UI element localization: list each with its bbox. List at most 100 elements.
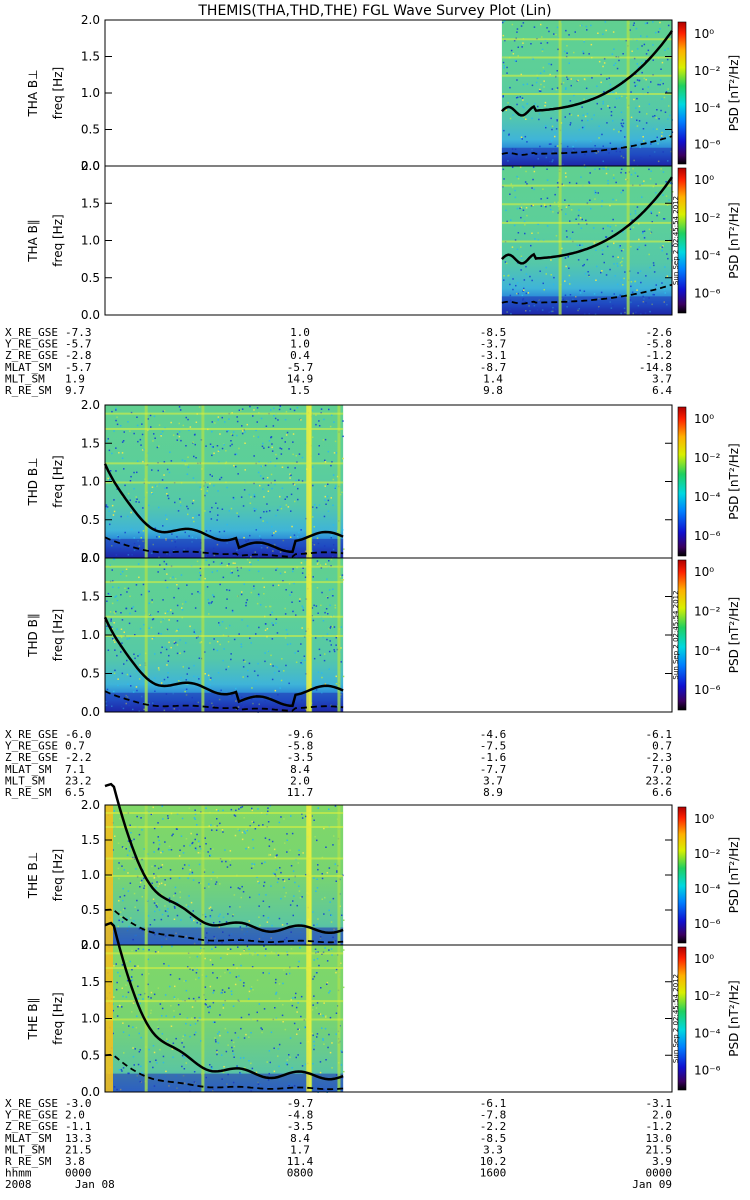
harmonic-line [105,615,344,618]
y-tick-label: 1.5 [81,833,100,847]
orbit-row-name: MLAT_SM [5,763,52,776]
orbit-value: 3.7 [652,372,672,385]
orbit-value: 13.0 [646,1132,673,1145]
half-gyrofrequency-line [104,908,344,944]
low-frequency-band [105,1073,344,1092]
colorbar-tick-label: 10⁻² [694,211,721,225]
y-axis-label: freq [Hz] [51,67,65,119]
colorbar-tick-label: 10⁻² [694,989,721,1003]
orbit-tables-group: X_RE_GSE -7.3 1.0 -8.5 -2.6 Y_RE_GSE -5.7 1.0 -3… [5,326,672,1191]
harmonic-line [105,875,344,877]
orbit-value: -3.5 [287,1120,314,1133]
orbit-value: -3.7 [480,338,507,351]
orbit-value: 7.0 [652,763,672,776]
harmonic-line [501,221,672,224]
y-tick-label: 0.5 [81,667,100,681]
y-tick-label: 2.0 [81,398,100,412]
harmonic-line [105,857,344,860]
colorbar-tick-label: 10⁰ [694,565,714,579]
harmonic-line [501,93,672,95]
x-axis-end-date: Jan 09 [632,1178,672,1191]
orbit-value: 6.5 [65,786,85,799]
figure-title: THEMIS(THA,THD,THE) FGL Wave Survey Plot… [197,3,551,19]
orbit-row-name: Y_RE_GSE [5,338,58,351]
harmonic-line [501,184,672,187]
colorbar-label: PSD [nT²/Hz] [727,202,741,278]
orbit-value: -7.5 [480,740,507,753]
spectrogram-panel: 2.0 1.5 1.0 0.5 0.0 THA B⊥ freq [Hz] 10⁰ 10⁻² 10⁻… [26,13,741,173]
orbit-row-name: Y_RE_GSE [5,1109,58,1122]
orbit-value: 3.9 [652,1155,672,1168]
orbit-value: -6.1 [480,1097,507,1110]
timestamp-stamp: Sun Sep 2 02:45:54 2012 [672,590,680,679]
orbit-value: 1600 [480,1167,507,1180]
half-gyrofrequency-line [501,283,673,305]
colorbar-tick-label: 10⁻² [694,604,721,618]
y-tick-label: 0.5 [81,903,100,917]
orbit-value: -1.2 [646,349,673,362]
y-tick-label: 2.0 [81,551,100,565]
y-tick-label: 0.5 [81,271,100,285]
colorbar-tick-label: 10⁰ [694,412,714,426]
colorbar-tick-label: 10⁻⁶ [694,683,721,697]
y-tick-label: 2.0 [81,13,100,27]
orbit-value: 6.4 [652,384,672,397]
harmonic-line [105,412,344,415]
orbit-value: 1.9 [65,372,85,385]
colorbar [677,559,687,711]
orbit-row-name: MLT_SM [5,774,45,787]
orbit-value: 2.0 [652,1109,672,1122]
orbit-value: -4.6 [480,728,507,741]
gyrofrequency-line [103,616,344,708]
harmonic-line [105,427,344,430]
orbit-value: -5.8 [646,338,673,351]
y-tick-label: 1.0 [81,1012,100,1026]
orbit-value: -1.2 [646,1120,673,1133]
y-tick-label: 0.0 [81,308,100,322]
x-axis-start-date: Jan 08 [75,1178,115,1191]
orbit-value: -9.6 [287,728,314,741]
orbit-value: -8.7 [480,361,507,374]
y-tick-label: 2.0 [81,938,100,952]
orbit-value: 9.8 [483,384,503,397]
low-frequency-band [501,296,672,315]
orbit-table: X_RE_GSE -6.0 -9.6 -4.6 -6.1Y_RE_GSE 0.7 -5.8-… [5,728,672,799]
orbit-value: -6.1 [646,728,673,741]
orbit-value: -1.1 [65,1120,92,1133]
harmonic-line [105,565,344,568]
orbit-value: 6.6 [652,786,672,799]
colorbar-label: PSD [nT²/Hz] [727,597,741,673]
orbit-value: 21.5 [646,1143,673,1156]
colorbar-label: PSD [nT²/Hz] [727,980,741,1056]
orbit-value: 3.8 [65,1155,85,1168]
orbit-row-name: Y_RE_GSE [5,740,58,753]
colorbar-label: PSD [nT²/Hz] [727,443,741,519]
harmonic-line [105,581,344,584]
orbit-value: -9.7 [287,1097,314,1110]
y-tick-label: 0.5 [81,513,100,527]
colorbar-tick-label: 10⁻⁴ [694,249,721,263]
orbit-value: -5.7 [65,338,92,351]
spectrogram-panel: 2.0 1.5 1.0 0.5 0.0 THE B⊥ freq [Hz] 10⁰ 10⁻² 10⁻… [26,782,741,952]
harmonic-line [501,56,672,59]
orbit-value: -3.1 [646,1097,673,1110]
y-tick-label: 0.0 [81,551,100,565]
orbit-value: 14.9 [287,372,314,385]
colorbar-tick-label: 10⁻⁶ [694,286,721,300]
orbit-value: 0.4 [290,349,310,362]
orbit-value: -5.7 [287,361,314,374]
orbit-value: 11.7 [287,786,314,799]
y-axis-label: freq [Hz] [51,455,65,507]
panel-label: THA B⊥ [26,69,40,117]
colorbar [677,406,687,557]
gyrofrequency-line [501,176,674,265]
orbit-value: -7.3 [65,326,92,339]
colorbar-tick-label: 10⁻⁶ [694,529,721,543]
y-tick-label: 0.0 [81,938,100,952]
harmonic-line [501,74,672,77]
orbit-value: -3.1 [480,349,507,362]
colorbar [677,167,687,314]
harmonic-line [105,635,344,637]
orbit-value: -7.7 [480,763,507,776]
spectrogram-panel: 2.0 1.5 1.0 0.5 0.0 THA B∥ freq [Hz] 10⁰ 10⁻² 10⁻… [26,159,741,322]
